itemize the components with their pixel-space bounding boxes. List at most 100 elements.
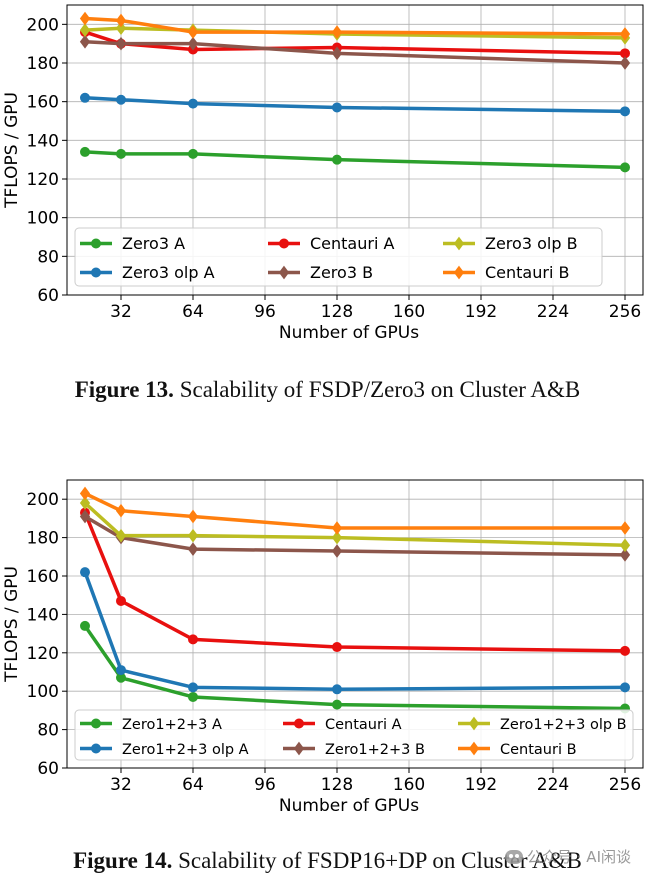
data-point [80, 92, 90, 103]
data-point [619, 521, 631, 535]
data-point [116, 665, 126, 676]
series-centauri-b [79, 11, 631, 41]
watermark-text: 公众号 · AI闲谈 [527, 848, 631, 866]
legend-marker [91, 743, 101, 754]
x-tick-label: 96 [254, 302, 276, 322]
x-tick-label: 32 [110, 775, 132, 795]
figure-13-text: Scalability of FSDP/Zero3 on Cluster A&B [173, 377, 581, 402]
y-tick-label: 80 [37, 721, 59, 741]
series-zero1-2-3-a [80, 620, 630, 714]
data-point [188, 691, 198, 702]
data-point [79, 23, 91, 37]
legend-label: Zero3 olp A [122, 263, 215, 282]
data-point [188, 98, 198, 109]
series-line [83, 501, 626, 548]
y-tick-label: 180 [27, 529, 59, 549]
y-tick-label: 200 [27, 490, 59, 510]
y-tick-label: 200 [27, 15, 59, 35]
legend-label: Centauri A [325, 717, 402, 733]
data-point [331, 544, 343, 558]
data-point [332, 642, 342, 653]
y-tick-label: 120 [27, 170, 59, 190]
x-tick-label: 192 [465, 302, 497, 322]
y-tick-label: 100 [27, 209, 59, 229]
data-point [187, 542, 199, 556]
legend-item-centauri-a: Centauri A [283, 717, 402, 733]
x-tick-label: 128 [321, 775, 353, 795]
legend-item-zero1-2-3-olp-a: Zero1+2+3 olp A [80, 742, 249, 758]
legend-item-centauri-b: Centauri B [443, 263, 569, 282]
y-tick-label: 180 [27, 54, 59, 74]
x-tick-label: 160 [393, 775, 425, 795]
legend-label: Zero1+2+3 olp B [500, 717, 627, 733]
data-point [115, 21, 127, 36]
x-tick-label: 224 [537, 302, 569, 322]
x-tick-label: 256 [609, 775, 641, 795]
data-point [79, 486, 91, 501]
series-line [84, 16, 626, 36]
legend-item-zero3-olp-a: Zero3 olp A [80, 263, 215, 282]
y-tick-label: 100 [27, 682, 59, 702]
legend-item-centauri-b: Centauri B [458, 741, 577, 758]
data-point [115, 36, 127, 51]
legend-item-zero1-2-3-a: Zero1+2+3 A [80, 717, 222, 733]
legend-label: Centauri B [500, 742, 577, 758]
data-point [331, 25, 343, 39]
series-zero3-a [80, 146, 630, 173]
x-tick-label: 64 [182, 775, 204, 795]
series-zero3-olp-a [80, 92, 630, 117]
legend-label: Zero3 olp B [485, 234, 578, 253]
x-tick-label: 160 [393, 302, 425, 322]
legend-marker [278, 265, 290, 280]
plot-frame [66, 479, 644, 769]
x-tick-label: 192 [465, 775, 497, 795]
x-tick-label: 96 [254, 775, 276, 795]
chart-scalability-fsdp16-dp: 32 64 96 128 160 192 224 256 60 80 100 120 140 160 180… [2, 479, 644, 816]
series-line [84, 150, 626, 170]
data-point [619, 27, 631, 41]
y-axis-label: TFLOPS / GPU [2, 92, 22, 209]
series-line [83, 511, 626, 653]
data-point [620, 682, 630, 693]
series-zero1-2-3-b [79, 509, 631, 562]
legend-item-zero1-2-3-olp-b: Zero1+2+3 olp B [458, 716, 627, 733]
legend: Zero1+2+3 A Zero1+2+3 olp A Centauri A Zero… [74, 709, 634, 761]
data-point [187, 25, 199, 39]
x-tick-label: 256 [609, 302, 641, 322]
legend-item-zero1-2-3-b: Zero1+2+3 B [283, 741, 425, 758]
legend-label: Zero1+2+3 A [122, 717, 222, 733]
legend-item-zero3-olp-b: Zero3 olp B [443, 234, 578, 253]
legend-label: Centauri A [310, 234, 394, 253]
x-axis-label: Number of GPUs [279, 323, 419, 343]
x-tick-label: 224 [537, 775, 569, 795]
series-zero1-2-3-olp-a [80, 567, 630, 695]
data-point [331, 530, 343, 545]
data-point [620, 162, 630, 173]
data-point [79, 34, 91, 49]
data-point [79, 496, 91, 510]
data-point [619, 538, 631, 553]
data-point [115, 13, 127, 28]
y-tick-label: 60 [37, 286, 59, 306]
figure-13-caption: Figure 13. Scalability of FSDP/Zero3 on … [0, 377, 655, 403]
legend-marker [91, 267, 101, 278]
data-point [80, 146, 90, 157]
legend-label: Zero1+2+3 B [325, 742, 425, 758]
legend-marker [453, 265, 465, 280]
series-centauri-b [79, 486, 631, 535]
legend-marker [279, 238, 289, 249]
y-tick-label: 160 [27, 567, 59, 587]
legend-label: Zero1+2+3 olp A [122, 742, 249, 758]
data-point [331, 46, 343, 61]
legend-marker [294, 718, 304, 729]
data-point [116, 148, 126, 159]
data-point [188, 682, 198, 693]
series-line [84, 491, 625, 530]
series-line [84, 96, 626, 114]
series-line [83, 624, 626, 711]
data-point [80, 620, 90, 631]
data-point [116, 94, 126, 105]
data-point [188, 148, 198, 159]
y-tick-label: 160 [27, 93, 59, 113]
figure-14-label: Figure 14. [73, 848, 173, 873]
